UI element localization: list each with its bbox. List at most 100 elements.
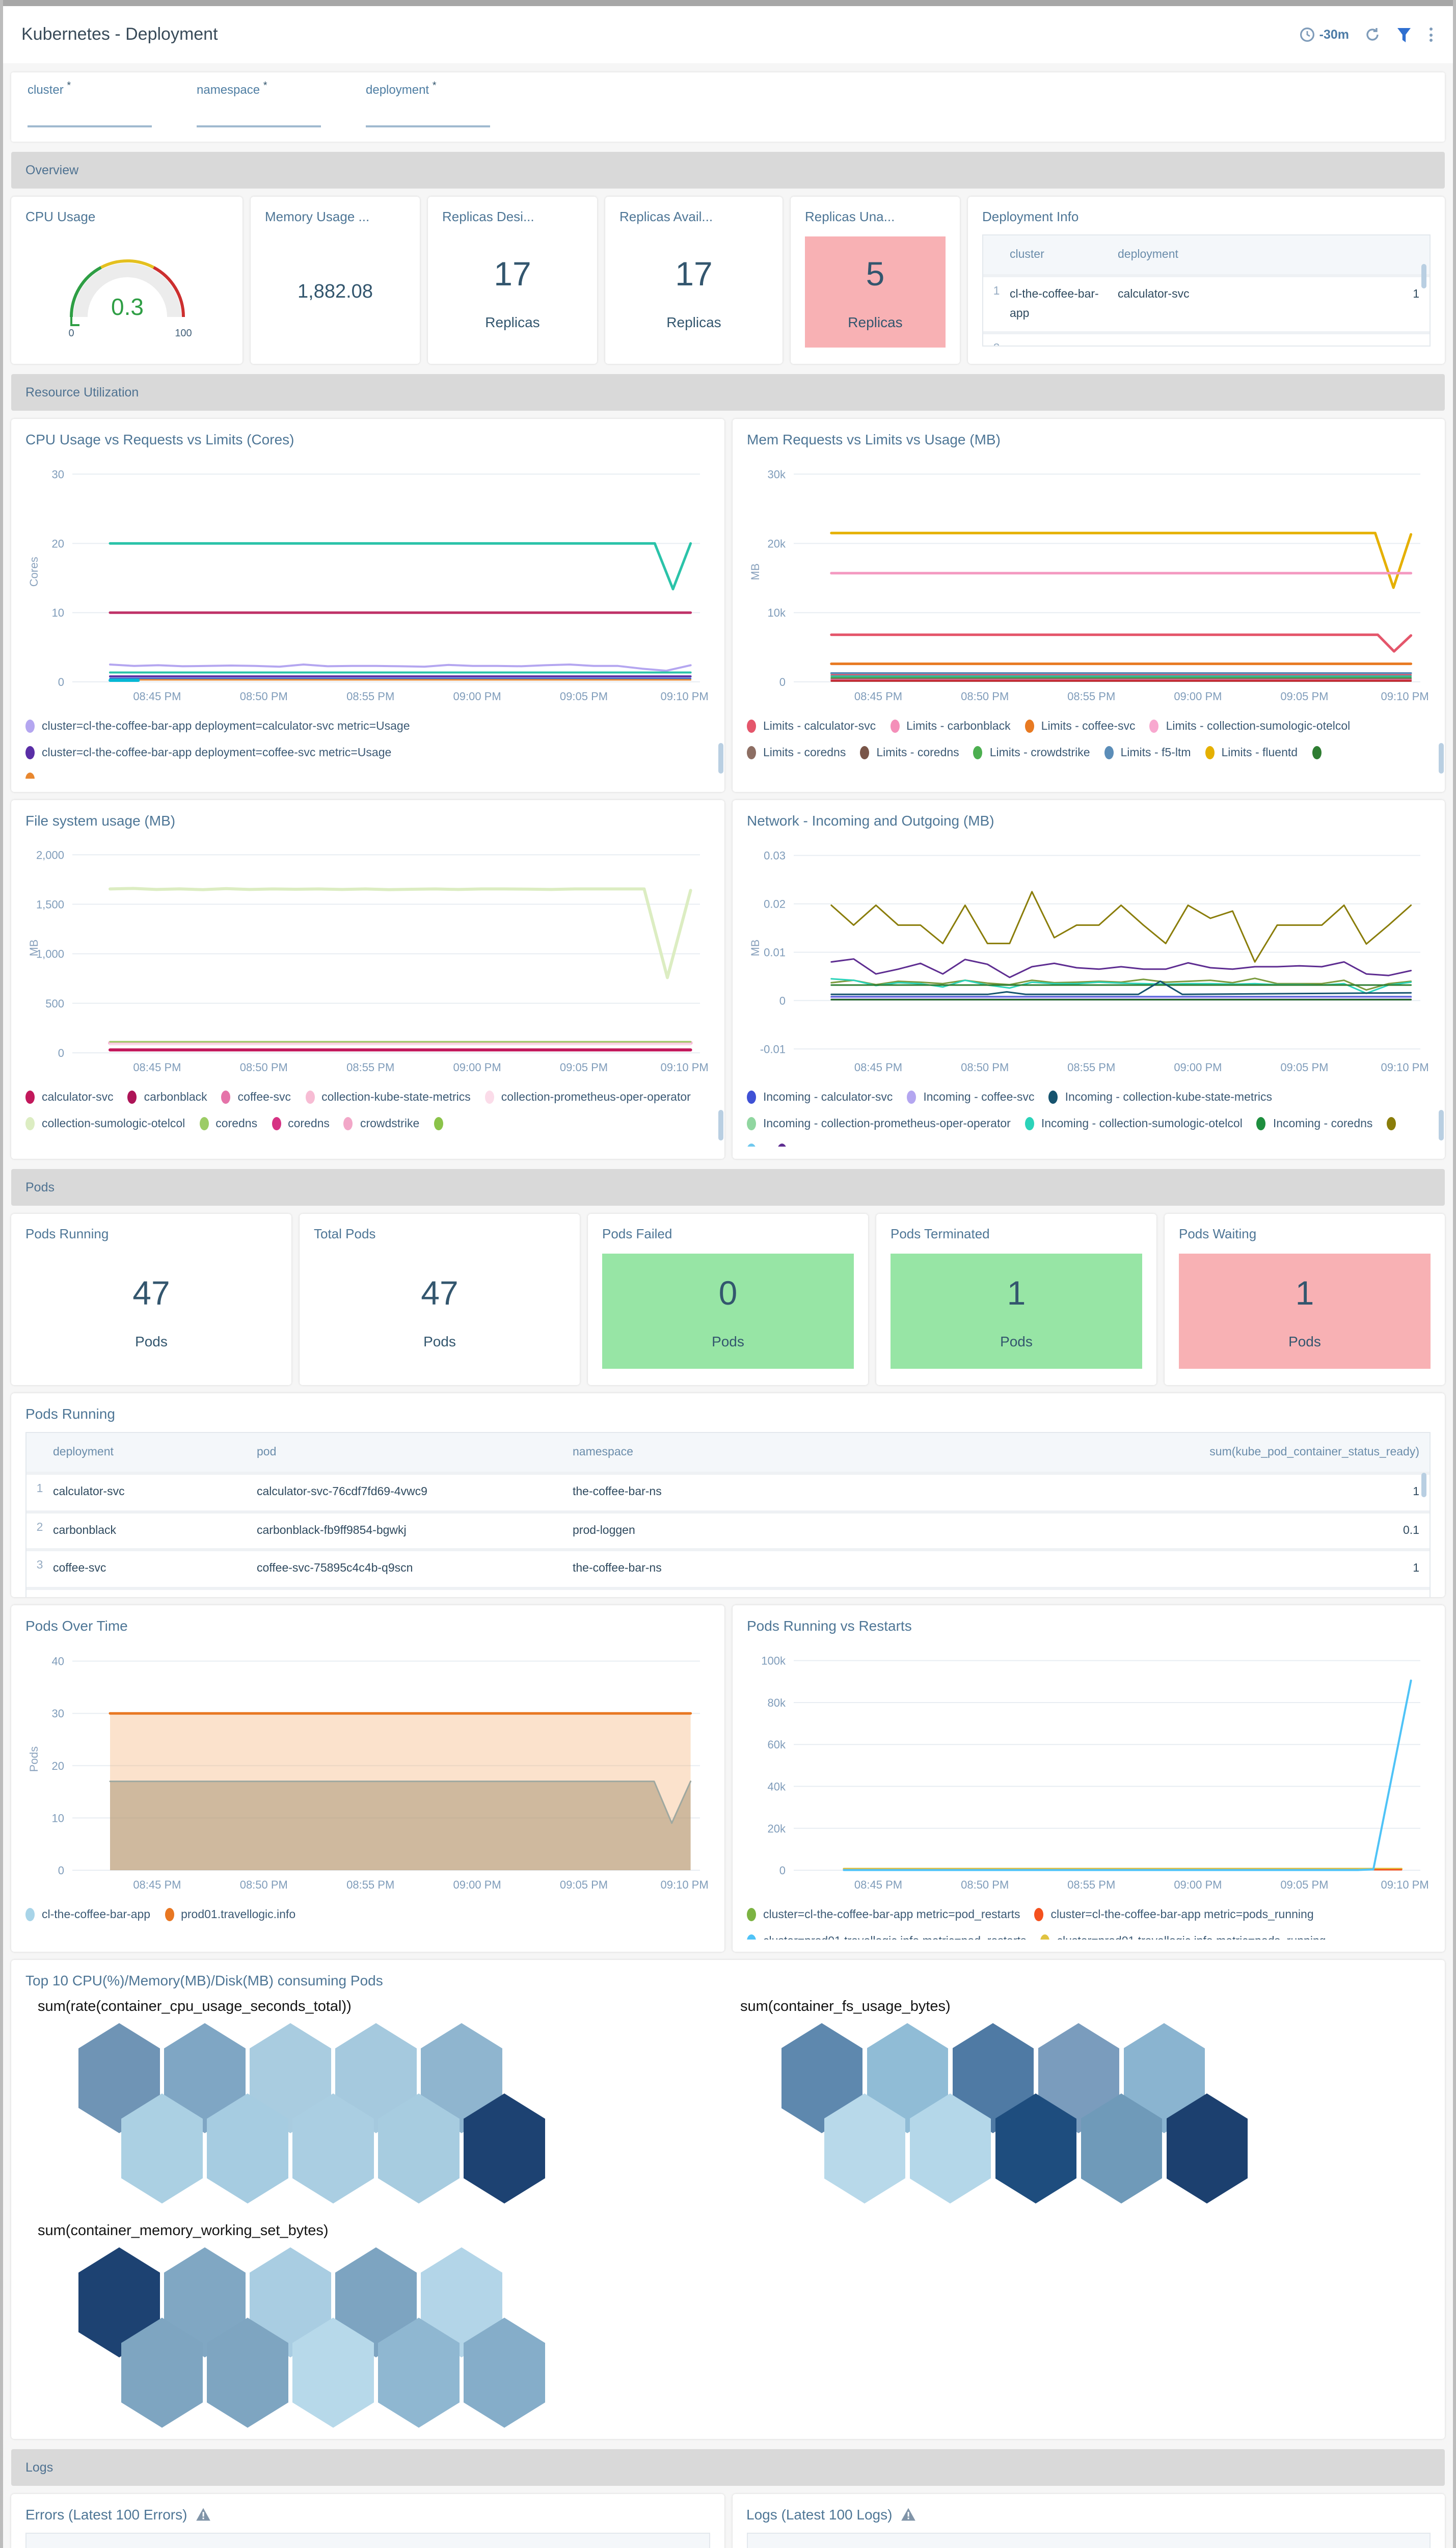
table-row[interactable]: 1 cl-the-coffee-bar-app calculator-svc 1 (983, 274, 1430, 332)
legend-item[interactable]: collection-kube-state-metrics (305, 1091, 471, 1104)
filter-button[interactable] (1396, 26, 1412, 43)
filesystem-usage-chart[interactable]: 0 500 1,000 1,500 2,000 MB 08:45 PM 08:50 PM 08:… (25, 833, 710, 1082)
legend-item[interactable]: Incoming - collection-sumologic-otelcol (1024, 1117, 1243, 1130)
namespace-filter-input[interactable] (197, 105, 321, 127)
legend-item[interactable] (434, 1117, 450, 1130)
legend-item[interactable]: Limits - calculator-svc (747, 720, 876, 733)
time-range-button[interactable]: -30m (1299, 26, 1349, 43)
fs-honeycomb-chart[interactable] (781, 2023, 1252, 2205)
legend-item[interactable]: Incoming - calculator-svc (747, 1091, 893, 1104)
legend-item[interactable]: Incoming - collection-kube-state-metrics (1048, 1091, 1272, 1104)
legend-item[interactable] (777, 1144, 794, 1147)
hexagon-cell[interactable] (824, 2093, 905, 2204)
refresh-button[interactable] (1364, 26, 1381, 43)
mem-usage-chart[interactable]: 0 10k 20k 30k MB 08:45 PM 08:50 PM 08:55 PM 09:0… (747, 452, 1431, 711)
legend-item[interactable]: prod01.travellogic.info (165, 1908, 295, 1921)
table-row[interactable]: 1 calculator-svc calculator-svc-76cdf7fd69… (26, 1472, 1430, 1510)
scrollbar-thumb[interactable] (718, 1110, 723, 1140)
column-header[interactable]: msg (236, 2544, 709, 2548)
legend-item[interactable]: collection-prometheus-oper-operator (484, 1091, 691, 1104)
dashboard-header: Kubernetes - Deployment -30m (3, 6, 1453, 63)
legend-item[interactable]: cluster=cl-the-coffee-bar-app deployment… (25, 746, 710, 759)
column-header[interactable]: deployment (53, 2544, 236, 2548)
legend-item[interactable]: Incoming - coredns (1256, 1117, 1372, 1130)
legend-item[interactable]: cluster=prod01.travellogic.info metric=p… (1040, 1934, 1326, 1940)
cpu-usage-chart[interactable]: 0 10 20 30 Cores 08:45 PM 08:50 PM 08:55 PM 09:0… (25, 452, 710, 711)
column-header[interactable]: cluster (1010, 249, 1044, 261)
scrollbar-thumb[interactable] (1421, 1473, 1426, 1497)
deployment-filter-input[interactable] (366, 105, 490, 127)
hexagon-cell[interactable] (909, 2093, 991, 2204)
legend-item[interactable] (25, 773, 710, 779)
table-row[interactable]: 4collection-kube-state-metricscollection… (26, 1586, 1430, 1597)
section-resource-utilization[interactable]: Resource Utilization (11, 374, 1445, 411)
column-header[interactable] (1281, 246, 1430, 264)
legend-item[interactable]: coredns (272, 1117, 330, 1130)
pods-vs-restarts-chart[interactable]: 0 20k 40k 60k 80k 100k 08:45 PM 08:50 PM 08:55 P… (747, 1638, 1431, 1900)
legend-item[interactable] (1312, 746, 1328, 759)
legend-item[interactable]: calculator-svc (25, 1091, 114, 1104)
hexagon-cell[interactable] (1166, 2093, 1248, 2204)
chart-title: Pods Over Time (25, 1617, 128, 1634)
hexagon-cell[interactable] (995, 2093, 1076, 2204)
scrollbar-thumb[interactable] (718, 743, 723, 774)
hexagon-cell[interactable] (464, 2318, 545, 2428)
legend-item[interactable]: Limits - carbonblack (890, 720, 1011, 733)
column-header[interactable]: deployment (53, 1446, 114, 1458)
column-header[interactable]: pod (257, 1446, 277, 1458)
legend-item[interactable]: Limits - crowdstrike (973, 746, 1090, 759)
cpu-honeycomb-chart[interactable] (78, 2023, 549, 2205)
legend-item[interactable]: cluster=cl-the-coffee-bar-app metric=pod… (747, 1908, 1020, 1921)
section-pods[interactable]: Pods (11, 1169, 1445, 1206)
table-row[interactable]: 2 carbonblack carbonblack-fb9ff9854-bgwkj p… (26, 1510, 1430, 1549)
column-header[interactable]: deployment (774, 2544, 891, 2548)
pods-over-time-chart[interactable]: 0 10 20 30 40 Pods 08:45 PM 08:50 PM 08:55 PM 09:… (25, 1638, 710, 1900)
legend-item[interactable]: coredns (199, 1117, 257, 1130)
hexagon-cell[interactable] (378, 2318, 460, 2428)
section-overview[interactable]: Overview (11, 152, 1445, 189)
hexagon-cell[interactable] (1081, 2093, 1162, 2204)
legend-item[interactable]: Limits - f5-ltm (1104, 746, 1191, 759)
hexagon-cell[interactable] (292, 2318, 374, 2428)
legend-item[interactable]: cluster=cl-the-coffee-bar-app metric=pod… (1034, 1908, 1314, 1921)
scrollbar-thumb[interactable] (1421, 264, 1426, 288)
legend-item[interactable]: Limits - coredns (860, 746, 959, 759)
hexagon-cell[interactable] (464, 2093, 545, 2204)
legend-item[interactable] (1387, 1117, 1403, 1130)
legend-item[interactable]: coffee-svc (221, 1091, 291, 1104)
hexagon-cell[interactable] (121, 2318, 203, 2428)
scrollbar-thumb[interactable] (1439, 743, 1444, 774)
more-menu-button[interactable] (1427, 25, 1435, 44)
column-header[interactable]: sum(kube_pod_container_status_ready) (1209, 1446, 1419, 1458)
column-header[interactable]: deployment (1118, 249, 1178, 261)
legend-item[interactable]: cl-the-coffee-bar-app (25, 1908, 150, 1921)
svg-text:MB: MB (749, 564, 762, 580)
legend-item[interactable] (747, 1144, 763, 1147)
legend-item[interactable]: Limits - fluentd (1205, 746, 1298, 759)
legend-item[interactable]: Limits - coredns (747, 746, 846, 759)
cluster-filter-input[interactable] (28, 105, 152, 127)
legend-item[interactable]: Incoming - collection-prometheus-oper-op… (747, 1117, 1011, 1130)
legend-item[interactable]: collection-sumologic-otelcol (25, 1117, 185, 1130)
hexagon-cell[interactable] (207, 2318, 288, 2428)
legend-item[interactable]: crowdstrike (343, 1117, 419, 1130)
hexagon-cell[interactable] (292, 2093, 374, 2204)
table-row[interactable]: 3 coffee-svc coffee-svc-75895c4c4b-q9scn th… (26, 1548, 1430, 1587)
legend-item[interactable]: carbonblack (127, 1091, 207, 1104)
section-logs[interactable]: Logs (11, 2449, 1445, 2486)
legend-label: collection-prometheus-oper-operator (501, 1091, 691, 1103)
legend-item[interactable]: Limits - collection-sumologic-otelcol (1149, 720, 1350, 733)
network-chart[interactable]: -0.01 0 0.01 0.02 0.03 MB 08:45 PM 08:50 PM 08:5… (747, 833, 1431, 1082)
hexagon-cell[interactable] (378, 2093, 460, 2204)
column-header[interactable]: msg (891, 2544, 1430, 2548)
scrollbar-thumb[interactable] (1439, 1110, 1444, 1140)
hexagon-cell[interactable] (207, 2093, 288, 2204)
legend-item[interactable]: cluster=cl-the-coffee-bar-app deployment… (25, 720, 710, 733)
legend-item[interactable]: Incoming - coffee-svc (907, 1091, 1035, 1104)
mem-honeycomb-chart[interactable] (78, 2247, 549, 2429)
legend-item[interactable]: Limits - coffee-svc (1024, 720, 1136, 733)
legend-item[interactable]: cluster=prod01.travellogic.info metric=p… (747, 1934, 1027, 1940)
hexagon-cell[interactable] (121, 2093, 203, 2204)
column-header[interactable]: namespace (573, 1446, 633, 1458)
